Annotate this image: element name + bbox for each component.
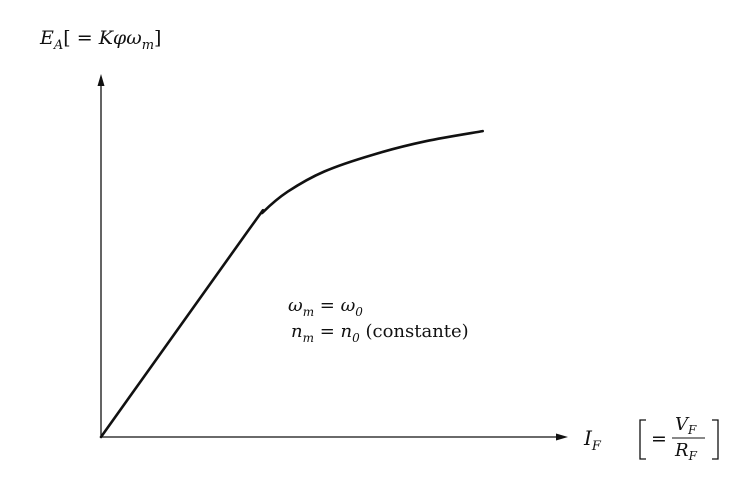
anno1-rhs-sub: 0	[355, 305, 363, 319]
anno2-suffix: (constante)	[360, 321, 469, 342]
ylabel-omega: ω	[126, 27, 142, 49]
anno1-eq: =	[314, 295, 341, 316]
series-line-ea-vs-if	[99, 129, 484, 439]
left-bracket	[639, 419, 646, 460]
xlabel-num-sub: F	[687, 423, 697, 437]
annotation-line-1: ωm = ω0	[288, 295, 363, 319]
ylabel-main: E	[39, 27, 54, 49]
ylabel-main-sub: A	[53, 38, 63, 53]
anno2-lhs-sub: m	[303, 331, 314, 345]
xlabel-main: I	[583, 426, 593, 450]
xlabel-main-sub: F	[591, 439, 602, 454]
ylabel-omega-sub: m	[142, 38, 154, 53]
ylabel-bracket-open: [ =	[63, 27, 98, 49]
ylabel-bracket-close: ]	[154, 27, 161, 49]
right-bracket	[712, 419, 719, 460]
y-axis-label: EA[ = Kφωm]	[39, 27, 161, 53]
x-axis-label: IF	[583, 426, 602, 454]
anno2-lhs: n	[291, 321, 303, 342]
fraction-denominator: RF	[674, 440, 698, 463]
anno1-rhs: ω	[341, 295, 356, 316]
anno2-rhs: n	[341, 321, 353, 342]
ylabel-phi: φ	[113, 27, 127, 49]
anno1-lhs-sub: m	[303, 305, 314, 319]
anno2-rhs-sub: 0	[352, 331, 360, 345]
xlabel-den-sub: F	[688, 449, 698, 463]
xlabel-den: R	[674, 440, 689, 461]
annotation-line-2: nm = n0 (constante)	[291, 321, 469, 345]
ylabel-k: K	[98, 27, 115, 49]
y-axis-arrow	[97, 74, 105, 86]
fraction-numerator: VF	[675, 414, 697, 437]
xlabel-eq: =	[651, 428, 667, 450]
anno2-eq: =	[314, 321, 341, 342]
x-axis-arrow	[556, 433, 568, 441]
xlabel-num: V	[675, 414, 690, 435]
anno1-lhs: ω	[288, 295, 303, 316]
